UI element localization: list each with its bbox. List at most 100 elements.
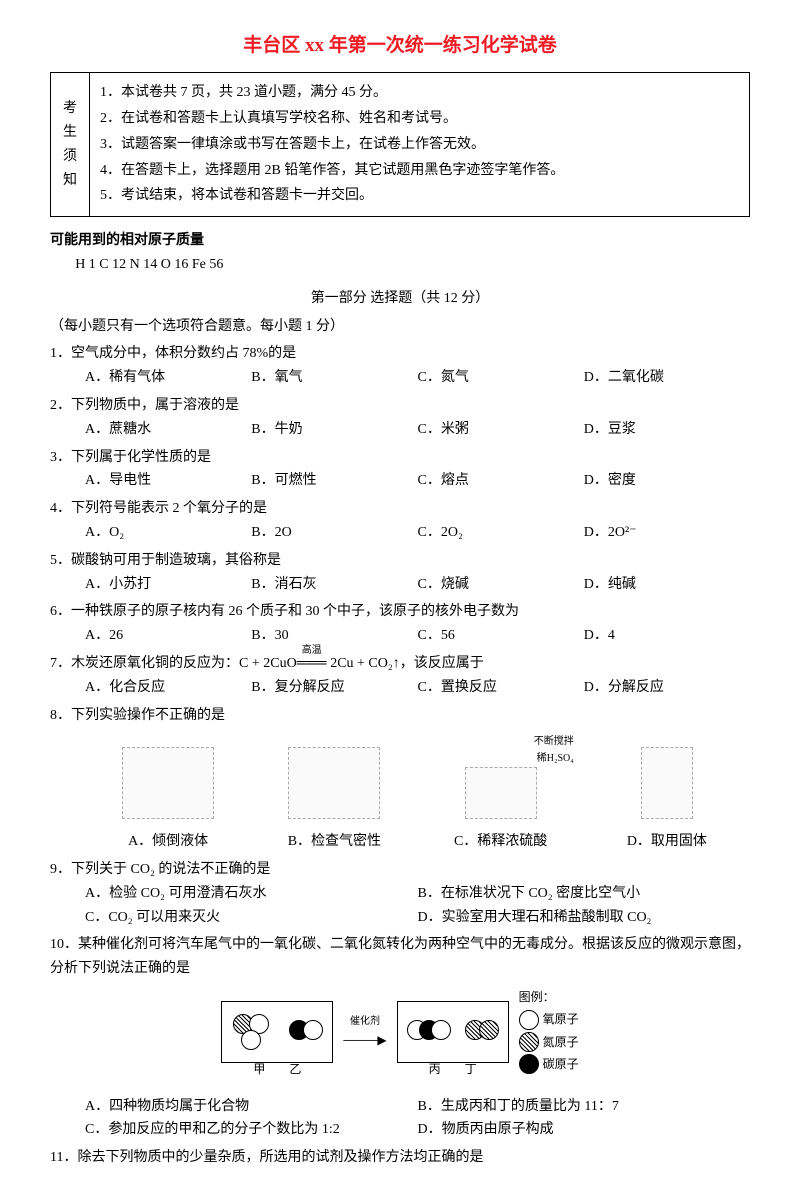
q8-img-c — [465, 767, 537, 819]
q10-legend: 图例： 氧原子 氮原子 碳原子 — [519, 987, 579, 1077]
notice-item: 4．在答题卡上，选择题用 2B 铅笔作答，其它试题用黑色字迹签字笔作答。 — [100, 159, 739, 183]
q7-stem-a: 7．木炭还原氧化铜的反应为：C + 2CuO — [50, 656, 297, 671]
q6-c: C．56 — [418, 624, 584, 648]
q7-stem-b: 2Cu + CO₂↑，该反应属于 — [327, 656, 484, 671]
q10-stem: 10．某种催化剂可将汽车尾气中的一氧化碳、二氧化氮转化为两种空气中的无毒成分。根… — [50, 933, 750, 981]
q5-options: A．小苏打 B．消石灰 C．烧碱 D．纯碱 — [85, 573, 750, 597]
q7-a: A．化合反应 — [85, 676, 251, 700]
q10-a: A．四种物质均属于化合物 — [85, 1095, 418, 1119]
q8-img-d — [641, 747, 693, 819]
q8-options: A．倾倒液体 B．检查气密性 C．稀释浓硫酸 D．取用固体 — [85, 830, 750, 854]
q3-stem: 3．下列属于化学性质的是 — [50, 446, 750, 470]
q4-a: A．O₂ — [85, 521, 251, 545]
q4-stem: 4．下列符号能表示 2 个氧分子的是 — [50, 497, 750, 521]
q1-options: A．稀有气体 B．氧气 C．氮气 D．二氧化碳 — [85, 366, 750, 390]
q8-d: D．取用固体 — [584, 830, 750, 854]
q3-a: A．导电性 — [85, 469, 251, 493]
q4-d: D．2O²⁻ — [584, 521, 750, 545]
q2-stem: 2．下列物质中，属于溶液的是 — [50, 394, 750, 418]
q1-a: A．稀有气体 — [85, 366, 251, 390]
q10-d: D．物质丙由原子构成 — [418, 1118, 751, 1142]
q1-b: B．氧气 — [251, 366, 417, 390]
q9-options: A．检验 CO₂ 可用澄清石灰水 B．在标准状况下 CO₂ 密度比空气小 C．C… — [85, 882, 750, 930]
q8-b: B．检查气密性 — [251, 830, 417, 854]
atomic-mass-values: H 1 C 12 N 14 O 16 Fe 56 — [50, 253, 750, 277]
q7-c: C．置换反应 — [418, 676, 584, 700]
q9-stem: 9．下列关于 CO₂ 的说法不正确的是 — [50, 858, 750, 882]
q10-options: A．四种物质均属于化合物 B．生成丙和丁的质量比为 11：7 C．参加反应的甲和… — [85, 1095, 750, 1143]
q10-label-ding: 丁 — [465, 1062, 477, 1076]
q10-b: B．生成丙和丁的质量比为 11：7 — [418, 1095, 751, 1119]
q3-b: B．可燃性 — [251, 469, 417, 493]
q7-condition: 高温 — [297, 642, 327, 659]
q5-b: B．消石灰 — [251, 573, 417, 597]
q6-options: A．26 B．30 C．56 D．4 — [85, 624, 750, 648]
notice-char: 生 — [63, 121, 77, 145]
q8-c: C．稀释浓硫酸 — [418, 830, 584, 854]
q7-b: B．复分解反应 — [251, 676, 417, 700]
q8-c-label1: 不断搅拌 — [534, 736, 574, 747]
q6-a: A．26 — [85, 624, 251, 648]
q3-options: A．导电性 B．可燃性 C．熔点 D．密度 — [85, 469, 750, 493]
q6-d: D．4 — [584, 624, 750, 648]
page-title: 丰台区 xx 年第一次统一练习化学试卷 — [50, 30, 750, 62]
q1-stem: 1．空气成分中，体积分数约占 78%的是 — [50, 342, 750, 366]
notice-item: 1．本试卷共 7 页，共 23 道小题，满分 45 分。 — [100, 81, 739, 105]
q8-img-b — [288, 747, 380, 819]
q10-label-bing: 丙 — [429, 1062, 441, 1076]
q5-a: A．小苏打 — [85, 573, 251, 597]
q3-d: D．密度 — [584, 469, 750, 493]
legend-o: 氧原子 — [543, 1009, 579, 1029]
q5-stem: 5．碳酸钠可用于制造玻璃，其俗称是 — [50, 549, 750, 573]
notice-content: 1．本试卷共 7 页，共 23 道小题，满分 45 分。 2．在试卷和答题卡上认… — [90, 73, 749, 216]
q9-d: D．实验室用大理石和稀盐酸制取 CO₂ — [418, 906, 751, 930]
q2-options: A．蔗糖水 B．牛奶 C．米粥 D．豆浆 — [85, 418, 750, 442]
atomic-mass-label: 可能用到的相对原子质量 — [50, 229, 750, 253]
notice-left-label: 考 生 须 知 — [51, 73, 90, 216]
q9-a: A．检验 CO₂ 可用澄清石灰水 — [85, 882, 418, 906]
q9-b: B．在标准状况下 CO₂ 密度比空气小 — [418, 882, 751, 906]
q8-stem: 8．下列实验操作不正确的是 — [50, 704, 750, 728]
q8-img-a — [122, 747, 214, 819]
q6-stem: 6．一种铁原子的原子核内有 26 个质子和 30 个中子，该原子的核外电子数为 — [50, 600, 750, 624]
q5-d: D．纯碱 — [584, 573, 750, 597]
q9-c: C．CO₂ 可以用来灭火 — [85, 906, 418, 930]
q2-d: D．豆浆 — [584, 418, 750, 442]
q2-c: C．米粥 — [418, 418, 584, 442]
notice-item: 5．考试结束，将本试卷和答题卡一并交回。 — [100, 184, 739, 208]
legend-n: 氮原子 — [543, 1032, 579, 1052]
q7-options: A．化合反应 B．复分解反应 C．置换反应 D．分解反应 — [85, 676, 750, 700]
q8-c-label2: 稀H₂SO₄ — [537, 753, 574, 764]
legend-title: 图例： — [519, 987, 579, 1007]
legend-c: 碳原子 — [543, 1054, 579, 1074]
q6-b: B．30 — [251, 624, 417, 648]
q4-c: C．2O₂ — [418, 521, 584, 545]
q8-a: A．倾倒液体 — [85, 830, 251, 854]
q1-c: C．氮气 — [418, 366, 584, 390]
notice-item: 3．试题答案一律填涂或书写在答题卡上，在试卷上作答无效。 — [100, 133, 739, 157]
q2-a: A．蔗糖水 — [85, 418, 251, 442]
notice-char: 考 — [63, 97, 77, 121]
notice-box: 考 生 须 知 1．本试卷共 7 页，共 23 道小题，满分 45 分。 2．在… — [50, 72, 750, 217]
section1-title: 第一部分 选择题（共 12 分） — [50, 287, 750, 311]
q7-d: D．分解反应 — [584, 676, 750, 700]
q11-stem: 11．除去下列物质中的少量杂质，所选用的试剂及操作方法均正确的是 — [50, 1146, 750, 1170]
q10-reactants: 甲 乙 — [221, 1001, 333, 1063]
q7-stem: 7．木炭还原氧化铜的反应为：C + 2CuO高温═══ 2Cu + CO₂↑，该… — [50, 652, 750, 676]
q5-c: C．烧碱 — [418, 573, 584, 597]
section1-note: （每小题只有一个选项符合题意。每小题 1 分） — [50, 315, 750, 339]
q1-d: D．二氧化碳 — [584, 366, 750, 390]
q8-images: 不断搅拌 稀H₂SO₄ — [85, 733, 750, 828]
q10-label-yi: 乙 — [289, 1062, 301, 1076]
q4-b: B．2O — [251, 521, 417, 545]
q10-c: C．参加反应的甲和乙的分子个数比为 1:2 — [85, 1118, 418, 1142]
q10-label-jia: 甲 — [253, 1062, 265, 1076]
q3-c: C．熔点 — [418, 469, 584, 493]
notice-char: 知 — [63, 169, 77, 193]
notice-item: 2．在试卷和答题卡上认真填写学校名称、姓名和考试号。 — [100, 107, 739, 131]
q2-b: B．牛奶 — [251, 418, 417, 442]
q10-products: 丙 丁 — [397, 1001, 509, 1063]
q4-options: A．O₂ B．2O C．2O₂ D．2O²⁻ — [85, 521, 750, 545]
notice-char: 须 — [63, 145, 77, 169]
q10-diagram: 甲 乙 催化剂 ────▶ 丙 丁 图例： 氧原子 氮原子 碳原子 — [50, 987, 750, 1077]
